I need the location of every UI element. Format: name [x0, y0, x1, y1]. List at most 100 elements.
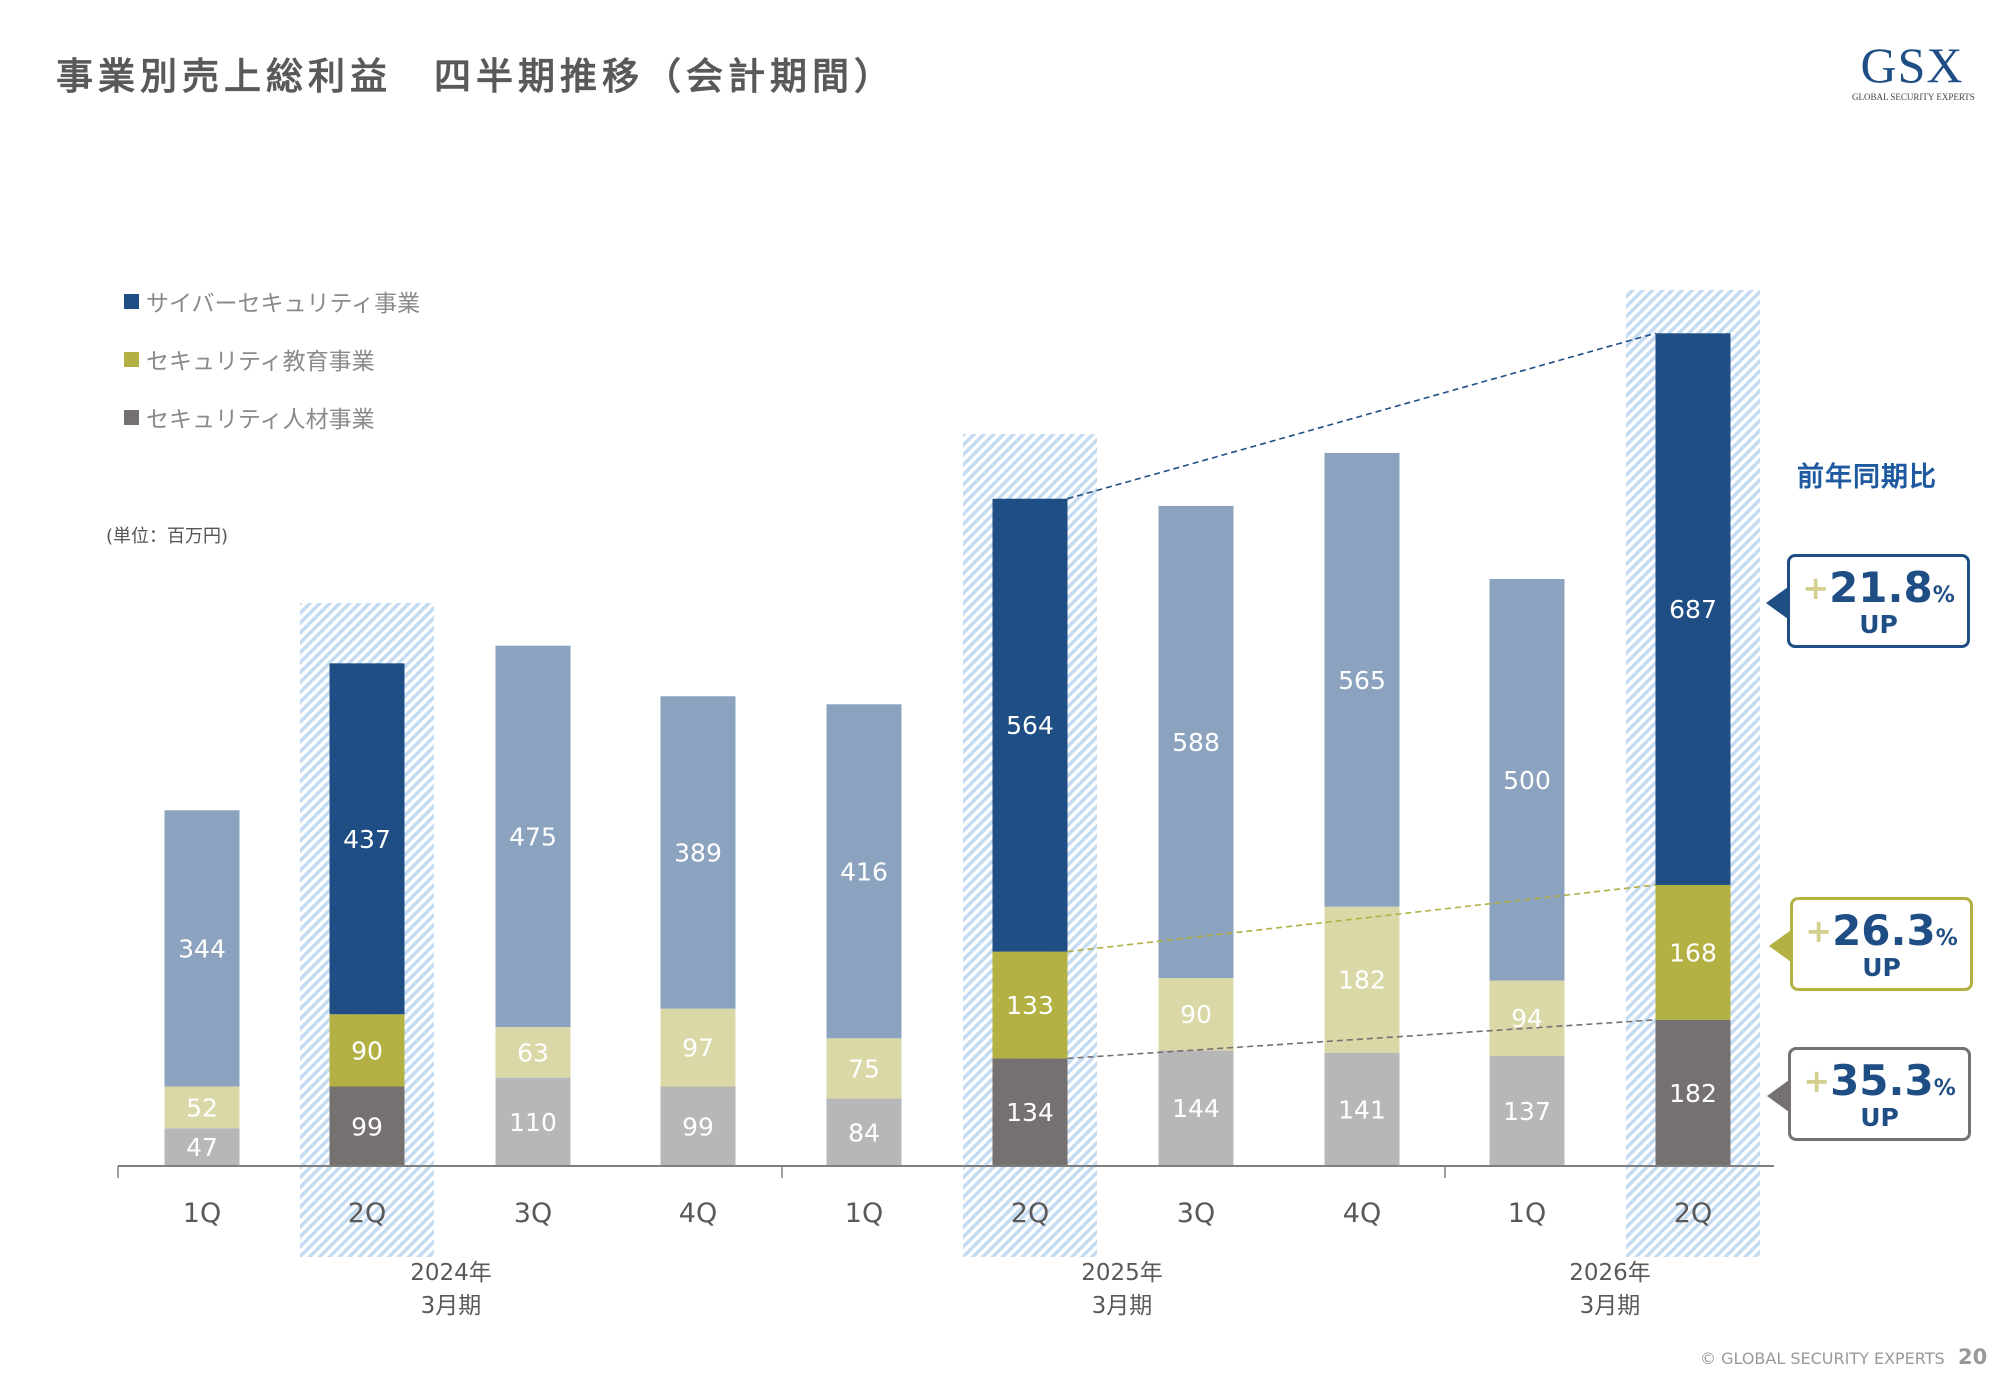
data-label: 687	[1669, 595, 1717, 624]
percent-sign: %	[1935, 926, 1958, 951]
bar-talent-segment	[660, 1086, 736, 1166]
unit-label: (単位：百万円)	[106, 526, 229, 547]
logo-wordmark: GSX	[1860, 37, 1964, 93]
bar-talent-segment	[1324, 1052, 1400, 1166]
callout-pointer-icon	[1767, 1080, 1789, 1112]
data-label: 52	[186, 1093, 218, 1122]
period-label-term: 3月期	[1092, 1293, 1153, 1319]
data-label: 182	[1338, 966, 1386, 995]
percent-sign: %	[1933, 1076, 1956, 1101]
legend-item-cyber: サイバーセキュリティ事業	[124, 272, 420, 330]
percent-sign: %	[1932, 583, 1955, 608]
bar-talent-segment	[1489, 1055, 1565, 1166]
bar-education-segment	[1655, 884, 1731, 1020]
bar-talent-segment	[1655, 1019, 1731, 1166]
bar-education-segment	[495, 1027, 571, 1078]
period-label-year: 2025年	[1081, 1260, 1163, 1286]
x-tick-label: 3Q	[514, 1198, 552, 1229]
x-tick-label: 2Q	[1011, 1198, 1049, 1229]
bar-talent-segment	[992, 1058, 1068, 1166]
x-tick-label: 1Q	[845, 1198, 883, 1229]
data-label: 144	[1172, 1094, 1220, 1123]
yoy-line-cyber	[1067, 332, 1656, 500]
data-label: 75	[848, 1054, 880, 1083]
x-tick-label: 3Q	[1177, 1198, 1215, 1229]
x-tick-label: 2Q	[348, 1198, 386, 1229]
x-tick-label: 2Q	[1674, 1198, 1712, 1229]
data-label: 416	[840, 857, 888, 886]
bar-education-segment	[1324, 906, 1400, 1053]
data-label: 94	[1511, 1004, 1543, 1033]
data-label: 90	[1180, 1000, 1212, 1029]
bar-cyber-segment	[1158, 505, 1234, 979]
data-label: 133	[1006, 991, 1054, 1020]
copyright-footer: © GLOBAL SECURITY EXPERTS	[1700, 1349, 1945, 1368]
bar-cyber-segment	[495, 645, 571, 1028]
bar-cyber-segment	[992, 498, 1068, 952]
data-label: 500	[1503, 766, 1551, 795]
yoy-value: 21.8	[1829, 563, 1933, 612]
legend-item-education: セキュリティ教育事業	[124, 330, 420, 388]
up-label: UP	[1862, 953, 1901, 982]
yoy-value: 35.3	[1830, 1056, 1934, 1105]
data-label: 437	[343, 825, 391, 854]
plus-sign: +	[1802, 569, 1830, 607]
bar-education-segment	[826, 1038, 902, 1099]
x-tick-label: 1Q	[183, 1198, 221, 1229]
data-label: 475	[509, 822, 557, 851]
up-label: UP	[1860, 1103, 1899, 1132]
x-tick-label: 4Q	[679, 1198, 717, 1229]
yoy-value: 26.3	[1832, 906, 1936, 955]
legend-swatch-icon	[124, 351, 139, 367]
yoy-line-education	[1067, 884, 1656, 953]
data-label: 84	[848, 1118, 880, 1147]
chart-legend: サイバーセキュリティ事業 セキュリティ教育事業 セキュリティ人材事業	[124, 272, 420, 446]
callout-pointer-icon	[1769, 930, 1791, 962]
data-label: 134	[1006, 1098, 1054, 1127]
bar-education-segment	[1489, 980, 1565, 1056]
bar-talent-segment	[1158, 1050, 1234, 1166]
legend-label: サイバーセキュリティ事業	[146, 291, 421, 317]
gsx-logo: GSX GLOBAL SECURITY EXPERTS	[1852, 37, 1975, 102]
data-label: 564	[1006, 711, 1054, 740]
logo-tagline: GLOBAL SECURITY EXPERTS	[1852, 92, 1975, 102]
yoy-callout-education: +26.3% UP	[1769, 897, 1973, 991]
legend-swatch-icon	[124, 409, 139, 425]
yoy-line-talent	[1067, 1019, 1656, 1060]
yoy-title: 前年同期比	[1797, 462, 1937, 493]
legend-swatch-icon	[124, 293, 139, 309]
bar-cyber-segment	[1324, 452, 1400, 907]
legend-item-talent: セキュリティ人材事業	[124, 388, 420, 446]
period-label-year: 2026年	[1569, 1260, 1651, 1286]
data-label: 110	[509, 1108, 557, 1137]
x-tick-label: 4Q	[1343, 1198, 1381, 1229]
data-label: 588	[1172, 728, 1220, 757]
page-title: 事業別売上総利益 四半期推移（会計期間）	[56, 55, 896, 98]
bar-education-segment	[660, 1008, 736, 1087]
bar-cyber-segment	[329, 663, 405, 1015]
data-label: 137	[1503, 1097, 1551, 1126]
data-label: 168	[1669, 938, 1717, 967]
period-label-term: 3月期	[1580, 1293, 1641, 1319]
bar-education-segment	[164, 1086, 240, 1129]
data-label: 99	[351, 1112, 383, 1141]
data-label: 63	[517, 1038, 549, 1067]
period-label-term: 3月期	[421, 1293, 482, 1319]
period-label-year: 2024年	[410, 1260, 492, 1286]
plus-sign: +	[1805, 912, 1833, 950]
bar-talent-segment	[164, 1128, 240, 1166]
legend-label: セキュリティ教育事業	[146, 349, 375, 375]
bar-education-segment	[992, 951, 1068, 1059]
bar-education-segment	[1158, 978, 1234, 1051]
yoy-callout-cyber: +21.8% UP	[1766, 554, 1970, 648]
yoy-callout-talent: +35.3% UP	[1767, 1047, 1971, 1141]
data-label: 47	[186, 1133, 218, 1162]
data-label: 389	[674, 838, 722, 867]
callout-pointer-icon	[1766, 587, 1788, 619]
data-label: 99	[682, 1112, 714, 1141]
bar-cyber-segment	[1489, 579, 1565, 981]
bar-education-segment	[329, 1014, 405, 1087]
bar-cyber-segment	[826, 704, 902, 1039]
x-tick-label: 1Q	[1508, 1198, 1546, 1229]
